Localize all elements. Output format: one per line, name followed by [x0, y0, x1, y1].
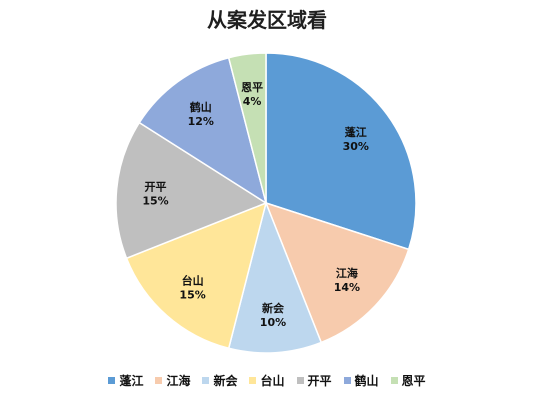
slice-category-label: 开平	[144, 181, 166, 194]
legend-item: 恩平	[390, 372, 426, 389]
legend-label: 开平	[307, 374, 332, 388]
legend-item: 新会	[202, 372, 237, 389]
legend-item: 蓬江	[108, 372, 143, 389]
slice-category-label: 江海	[336, 266, 358, 280]
slice-percent-label: 15%	[142, 195, 168, 208]
pie-slice-1	[265, 52, 417, 251]
slice-category-label: 台山	[182, 273, 204, 287]
pie-slice-5	[115, 121, 268, 260]
slice-category-label: 鹤山	[190, 100, 212, 114]
legend-swatch	[202, 377, 210, 384]
legend-swatch	[108, 377, 116, 384]
legend-label: 蓬江	[119, 374, 144, 388]
legend-item: 鹤山	[343, 372, 379, 389]
legend-swatch	[249, 377, 257, 384]
slice-category-label: 新会	[262, 301, 285, 315]
slice-category-label: 蓬江	[345, 125, 367, 139]
pie-slice-4	[125, 201, 268, 350]
slice-percent-label: 15%	[179, 288, 205, 301]
legend-label: 新会	[213, 374, 238, 388]
chart-legend: 蓬江 江海 新会 台山 开平 鹤山 恩平	[0, 372, 534, 389]
slice-percent-label: 30%	[343, 140, 369, 153]
legend-label: 江海	[166, 374, 191, 388]
slice-percent-label: 14%	[334, 281, 360, 294]
slice-category-label: 恩平	[241, 81, 263, 94]
legend-label: 恩平	[401, 374, 426, 388]
slice-percent-label: 10%	[260, 316, 286, 329]
legend-item: 开平	[296, 372, 332, 389]
pie-slice-3	[227, 200, 323, 354]
slice-percent-label: 4%	[243, 95, 262, 108]
chart-title: 从案发区域看	[207, 8, 327, 32]
legend-item: 江海	[155, 372, 190, 389]
legend-swatch	[155, 377, 163, 384]
pie-slice-2	[264, 201, 410, 344]
legend-swatch	[390, 377, 398, 384]
legend-label: 台山	[260, 374, 285, 388]
pie-slice-7	[227, 52, 267, 204]
slice-percent-label: 12%	[188, 115, 214, 128]
pie-slice-6	[138, 56, 268, 205]
legend-item: 台山	[249, 372, 285, 389]
legend-swatch	[296, 377, 304, 384]
legend-label: 鹤山	[354, 374, 379, 388]
legend-swatch	[343, 377, 351, 384]
